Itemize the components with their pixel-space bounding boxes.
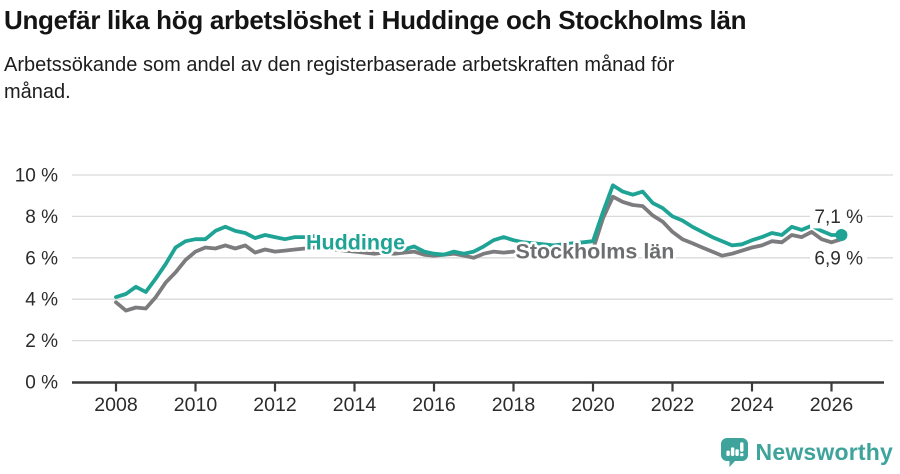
newsworthy-logo: Newsworthy	[720, 437, 893, 468]
x-tick-label: 2020	[571, 394, 615, 416]
y-tick-label: 0 %	[25, 373, 58, 394]
series-label-stockholms-l-n: Stockholms län	[515, 239, 674, 263]
x-tick-label: 2018	[492, 394, 535, 416]
x-tick-label: 2008	[94, 394, 137, 416]
logo-bar-1	[725, 450, 730, 456]
subtitle-line-1: Arbetssökande som andel av den registerb…	[4, 53, 675, 76]
x-tick-label: 2026	[810, 394, 853, 416]
logo-bar-3	[734, 449, 739, 456]
y-tick-label: 4 %	[25, 290, 58, 311]
subtitle-line-2: månad.	[4, 80, 71, 103]
x-tick-label: 2014	[333, 394, 377, 416]
y-tick-label: 6 %	[25, 248, 58, 269]
logo-bar-2	[730, 447, 734, 456]
x-tick-label: 2024	[730, 394, 774, 416]
logo-exclamation-stem	[739, 442, 744, 452]
newsworthy-logo-icon	[720, 438, 748, 467]
logo-bubble-shape	[720, 438, 748, 467]
logo-exclamation-dot	[739, 453, 744, 457]
end-dot	[835, 229, 848, 242]
x-tick-label: 2016	[412, 394, 455, 416]
y-tick-label: 2 %	[25, 331, 58, 352]
end-label-bg	[810, 204, 867, 229]
series-line-stockholms-l-n	[114, 194, 844, 313]
x-tick-label: 2010	[174, 394, 218, 416]
end-value-label: 7,1 %	[814, 207, 863, 228]
page-title: Ungefär lika hög arbetslöshet i Huddinge…	[4, 5, 747, 35]
page-subtitle: Arbetssökande som andel av den registerb…	[4, 52, 896, 106]
x-tick-label: 2022	[651, 394, 694, 416]
end-label-bg	[810, 245, 867, 270]
series-line-huddinge	[114, 183, 844, 300]
newsworthy-brand-text: Newsworthy	[755, 439, 893, 465]
end-value-label: 6,9 %	[814, 248, 863, 269]
y-tick-label: 8 %	[25, 207, 58, 228]
series-label-huddinge: Huddinge	[306, 231, 405, 255]
y-tick-label: 10 %	[15, 166, 58, 187]
x-tick-label: 2012	[253, 394, 296, 416]
chart-header: Ungefär lika hög arbetslöshet i Huddinge…	[4, 5, 896, 106]
